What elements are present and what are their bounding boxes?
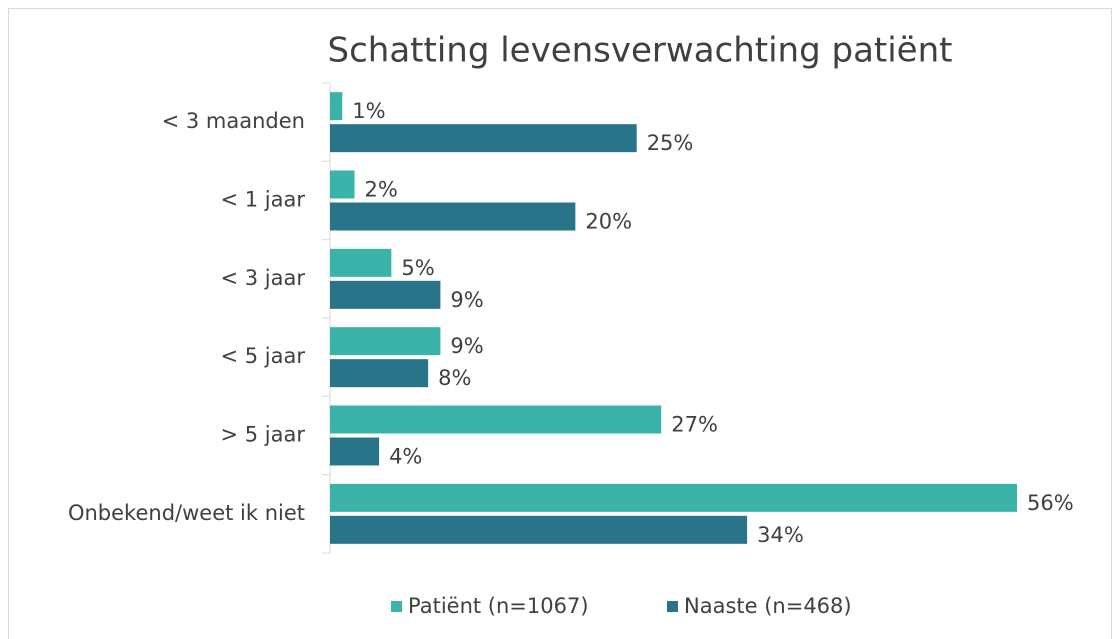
y-tick-label: > 5 jaar: [220, 423, 305, 447]
bar: [330, 92, 343, 121]
bar: [330, 202, 576, 231]
value-label: 25%: [647, 131, 694, 155]
y-tick-label: < 3 maanden: [162, 109, 305, 133]
y-tick-label: < 1 jaar: [220, 188, 305, 212]
chart-title: Schatting levensverwachting patiënt: [328, 31, 953, 71]
y-tick-label: < 5 jaar: [220, 344, 305, 368]
bar: [330, 405, 662, 434]
value-label: 1%: [352, 99, 385, 123]
bar: [330, 437, 380, 466]
value-label: 20%: [585, 210, 632, 234]
legend-label: Patiënt (n=1067): [408, 594, 589, 618]
value-label: 5%: [401, 256, 434, 280]
bar: [330, 515, 748, 544]
value-label: 2%: [365, 178, 398, 202]
legend-swatch: [667, 601, 678, 612]
value-label: 56%: [1027, 491, 1074, 515]
legend-swatch: [391, 601, 402, 612]
value-label: 8%: [438, 366, 471, 390]
value-label: 27%: [671, 413, 718, 437]
legend-label: Naaste (n=468): [684, 594, 852, 618]
bar: [330, 170, 355, 199]
bar: [330, 483, 1017, 512]
y-tick-label: < 3 jaar: [220, 266, 305, 290]
y-tick-label: Onbekend/weet ik niet: [68, 501, 305, 525]
bar: [330, 248, 392, 277]
value-label: 9%: [450, 334, 483, 358]
value-label: 4%: [389, 445, 422, 469]
bar: [330, 327, 441, 356]
bar: [330, 359, 429, 388]
bar: [330, 280, 441, 309]
bar: [330, 124, 637, 153]
chart-frame: [8, 8, 1112, 639]
value-label: 34%: [757, 523, 804, 547]
value-label: 9%: [450, 288, 483, 312]
